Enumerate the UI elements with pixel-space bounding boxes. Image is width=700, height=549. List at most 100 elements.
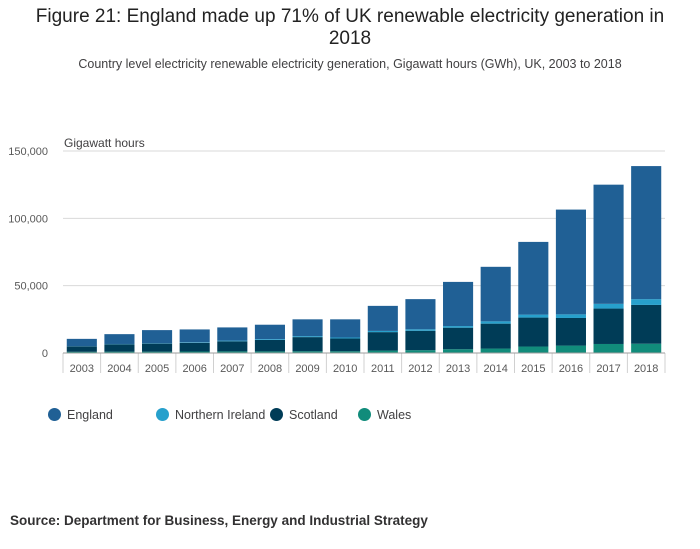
bar-england-2015 — [518, 241, 549, 315]
x-tick-label: 2004 — [107, 363, 131, 375]
bar-scotland-2007 — [217, 341, 248, 352]
x-tick-label: 2012 — [408, 363, 432, 375]
bar-england-2009 — [292, 319, 323, 337]
bar-scotland-2004 — [104, 344, 135, 352]
bar-scotland-2010 — [330, 338, 361, 352]
y-tick-label: 100,000 — [8, 213, 48, 225]
bar-england-2013 — [443, 281, 474, 327]
x-tick-label: 2011 — [371, 363, 395, 375]
bar-wales-2011 — [367, 350, 398, 353]
bar-northern-ireland-2015 — [518, 314, 549, 318]
bar-northern-ireland-2014 — [480, 321, 511, 324]
bar-scotland-2014 — [480, 323, 511, 349]
legend-label: Northern Ireland — [175, 408, 266, 422]
bar-northern-ireland-2017 — [593, 303, 624, 309]
legend-swatch — [358, 408, 371, 421]
x-tick-label: 2016 — [559, 363, 583, 375]
legend-item-northern-ireland: Northern Ireland — [156, 408, 265, 422]
bar-wales-2016 — [555, 345, 586, 353]
bar-wales-2009 — [292, 351, 323, 353]
bar-wales-2013 — [443, 349, 474, 353]
legend-swatch — [156, 408, 169, 421]
x-tick-label: 2005 — [145, 363, 169, 375]
bar-scotland-2012 — [405, 330, 436, 351]
bar-wales-2006 — [179, 351, 210, 353]
bar-wales-2004 — [104, 351, 135, 353]
bar-scotland-2003 — [66, 346, 97, 352]
x-tick-label: 2010 — [333, 363, 357, 375]
bar-wales-2012 — [405, 350, 436, 353]
bar-england-2014 — [480, 266, 511, 322]
legend-label: Scotland — [289, 408, 338, 422]
bar-england-2007 — [217, 327, 248, 341]
bar-england-2017 — [593, 184, 624, 304]
x-tick-label: 2013 — [446, 363, 470, 375]
bar-wales-2005 — [142, 351, 173, 353]
bars — [66, 166, 662, 353]
bar-wales-2003 — [66, 351, 97, 353]
bar-northern-ireland-2010 — [330, 337, 361, 339]
bar-northern-ireland-2006 — [179, 342, 210, 343]
y-tick-label: 150,000 — [8, 146, 48, 158]
legend-label: Wales — [377, 408, 412, 422]
bar-northern-ireland-2018 — [631, 299, 662, 305]
bar-northern-ireland-2008 — [254, 339, 285, 340]
bar-northern-ireland-2009 — [292, 336, 323, 338]
x-tick-label: 2006 — [182, 363, 206, 375]
bar-england-2010 — [330, 319, 361, 338]
bar-scotland-2011 — [367, 332, 398, 351]
legend-label: England — [67, 408, 113, 422]
bar-england-2018 — [631, 166, 662, 300]
bar-northern-ireland-2013 — [443, 326, 474, 328]
x-tick-label: 2003 — [70, 363, 94, 375]
bar-northern-ireland-2007 — [217, 340, 248, 342]
chart-title: Figure 21: England made up 71% of UK ren… — [35, 6, 665, 49]
legend-swatch — [48, 408, 61, 421]
bar-england-2004 — [104, 334, 135, 344]
y-tick-label: 0 — [42, 348, 48, 360]
y-tick-label: 50,000 — [14, 281, 48, 293]
x-axis: 2003 2004 2005 2006 2007 2008 2009 2010 2011 2012… — [62, 352, 666, 375]
legend-item-wales: Wales — [358, 408, 411, 422]
chart-subtitle: Country level electricity renewable elec… — [78, 57, 622, 71]
bar-scotland-2008 — [254, 339, 285, 352]
y-axis-label: Gigawatt hours — [64, 136, 145, 150]
legend-item-england: England — [48, 408, 113, 422]
bar-scotland-2017 — [593, 308, 624, 344]
x-tick-label: 2014 — [483, 363, 507, 375]
bar-england-2016 — [555, 209, 586, 315]
bar-england-2011 — [367, 305, 398, 331]
x-tick-label: 2017 — [596, 363, 620, 375]
bar-scotland-2009 — [292, 337, 323, 352]
bar-northern-ireland-2011 — [367, 330, 398, 333]
legend-item-scotland: Scotland — [270, 408, 338, 422]
bar-wales-2018 — [631, 343, 662, 353]
bar-northern-ireland-2016 — [555, 314, 586, 318]
bar-wales-2017 — [593, 343, 624, 353]
bar-scotland-2013 — [443, 327, 474, 350]
bar-england-2005 — [142, 330, 173, 344]
source-note: Source: Department for Business, Energy … — [10, 513, 428, 528]
x-tick-label: 2018 — [634, 363, 658, 375]
bar-england-2008 — [254, 324, 285, 340]
y-axis-ticks: 0 50,000 100,000 150,000 — [8, 146, 48, 360]
bar-scotland-2018 — [631, 304, 662, 344]
bar-wales-2010 — [330, 351, 361, 353]
bar-wales-2007 — [217, 351, 248, 353]
bar-northern-ireland-2012 — [405, 329, 436, 331]
bar-wales-2015 — [518, 346, 549, 353]
bar-scotland-2016 — [555, 317, 586, 346]
bar-england-2003 — [66, 338, 97, 347]
legend-swatch — [270, 408, 283, 421]
bar-england-2006 — [179, 329, 210, 343]
x-tick-label: 2015 — [521, 363, 545, 375]
bar-scotland-2015 — [518, 317, 549, 347]
x-tick-label: 2007 — [220, 363, 244, 375]
bar-england-2012 — [405, 299, 436, 330]
bar-wales-2014 — [480, 348, 511, 353]
bar-scotland-2005 — [142, 343, 173, 352]
x-tick-label: 2009 — [295, 363, 319, 375]
bar-wales-2008 — [254, 351, 285, 353]
x-tick-label: 2008 — [258, 363, 282, 375]
